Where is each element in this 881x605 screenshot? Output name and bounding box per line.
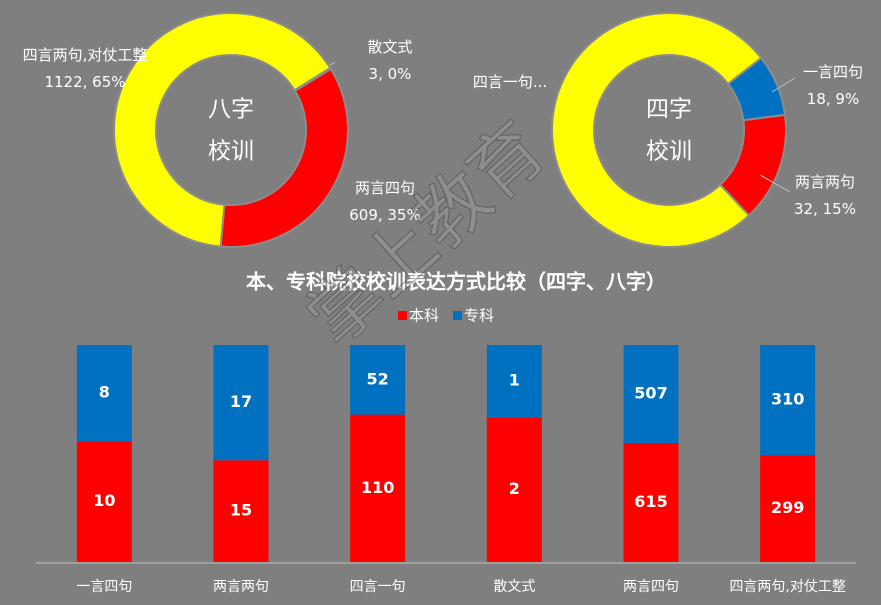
slice-category: 一言四句 — [803, 63, 863, 81]
donut-center-text: 校训 — [646, 139, 692, 165]
slice-category: 四言两句,对仗工整 — [23, 46, 148, 64]
bar-segment — [350, 414, 406, 562]
data-label: 10 — [93, 491, 115, 510]
bar-segment — [760, 345, 816, 456]
chart-title: 本、专科院校校训表达方式比较（四字、八字） — [246, 270, 666, 294]
legend-swatch — [398, 311, 407, 320]
data-label: 110 — [361, 478, 394, 497]
x-tick-label: 四言两句,对仗工整 — [729, 579, 845, 595]
bar-segment — [76, 345, 132, 442]
slice-label: 四言一句... — [473, 73, 547, 91]
bar-segment — [350, 345, 406, 415]
donut-slice — [219, 67, 349, 248]
slice-value-label: 609, 35% — [349, 206, 421, 224]
legend-label: 本科 — [409, 307, 439, 325]
x-tick-label: 四言一句 — [350, 579, 406, 595]
data-label: 615 — [634, 492, 667, 511]
leader-line — [771, 77, 796, 93]
slice-label: 两言四句 609, 35% — [349, 179, 421, 224]
donut-slice — [551, 12, 763, 248]
data-label: 8 — [99, 383, 110, 402]
x-tick-label: 两言两句 — [213, 579, 269, 595]
data-label: 507 — [634, 384, 667, 403]
data-label: 2 — [509, 479, 520, 498]
donut-slice — [113, 12, 332, 248]
leader-line — [759, 174, 791, 193]
slice-value-label: 18, 9% — [807, 90, 859, 108]
slice-value-label: 1122, 65% — [44, 73, 125, 91]
slice-label: 两言两句 32, 15% — [794, 173, 856, 218]
data-label: 15 — [230, 501, 252, 520]
data-label: 52 — [367, 369, 389, 388]
x-tick-label: 散文式 — [493, 579, 535, 595]
bar-segment — [213, 460, 269, 562]
slice-label: 散文式 3, 0% — [367, 38, 412, 83]
slice-label: 一言四句 18, 9% — [803, 63, 863, 108]
bar-segment — [623, 443, 679, 562]
x-tick-label: 两言四句 — [623, 579, 679, 595]
slice-label: 四言两句,对仗工整 1122, 65% — [23, 46, 148, 91]
bar-segment — [486, 345, 542, 418]
donut-center-text: 八字 — [208, 97, 254, 123]
data-label: 17 — [230, 392, 252, 411]
donut-center-text: 四字 — [646, 97, 692, 123]
slice-category: 两言两句 — [795, 173, 855, 191]
bar-segment — [213, 345, 269, 461]
bar-segment — [486, 417, 542, 562]
slice-value-label: 3, 0% — [369, 65, 412, 83]
data-label: 299 — [771, 498, 804, 517]
bar-segment — [623, 345, 679, 444]
x-tick-label: 一言四句 — [76, 579, 132, 595]
slice-category: 散文式 — [367, 38, 412, 56]
legend-swatch — [453, 311, 462, 320]
bar-segment — [760, 455, 816, 562]
slice-category: 四言一句... — [473, 73, 547, 91]
slice-category: 两言四句 — [355, 179, 415, 197]
data-label: 310 — [771, 390, 804, 409]
slice-value-label: 32, 15% — [794, 200, 856, 218]
donut-center-text: 校训 — [208, 139, 254, 165]
data-label: 1 — [509, 371, 520, 390]
bar-segment — [76, 441, 132, 562]
legend-label: 专科 — [464, 307, 494, 325]
